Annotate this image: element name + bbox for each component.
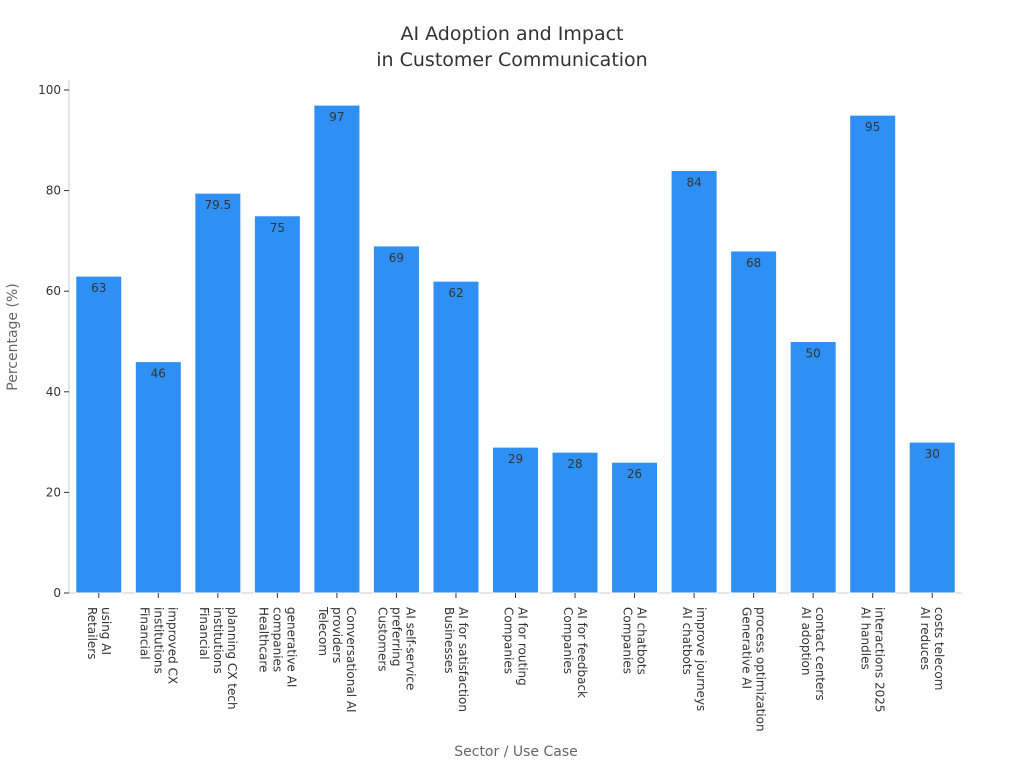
- x-category-label: Customers preferring AI self-service: [375, 607, 417, 690]
- bar-value-label: 69: [389, 251, 404, 265]
- x-category-label-line: AI chatbots: [635, 607, 649, 675]
- x-category-label-line: process optimization: [754, 607, 768, 732]
- x-category-label-line: AI chatbots: [680, 607, 694, 675]
- bar: [313, 104, 361, 594]
- y-tick-label: 80: [46, 184, 61, 198]
- y-tick-label: 20: [46, 485, 61, 499]
- bar: [75, 275, 123, 594]
- x-category-label-line: interactions 2025: [873, 607, 887, 713]
- x-category-label-line: preferring: [389, 607, 403, 667]
- y-tick-label: 0: [53, 586, 61, 600]
- bar: [849, 114, 897, 594]
- x-category-label-line: generative AI: [284, 607, 298, 687]
- x-category-label: Companies AI for feedback: [561, 607, 589, 698]
- bar: [432, 280, 480, 594]
- bar-value-label: 75: [270, 221, 285, 235]
- bar: [372, 245, 420, 594]
- bar-value-label: 50: [806, 347, 821, 361]
- bar-value-label: 63: [91, 281, 106, 295]
- x-category-label-line: AI for feedback: [575, 607, 589, 698]
- y-tick-label: 100: [38, 83, 61, 97]
- x-category-label-line: Customers: [375, 607, 389, 672]
- bar: [253, 215, 301, 594]
- x-category-label: Companies AI for routing: [502, 607, 530, 686]
- x-category-label-line: planning CX tech: [225, 607, 239, 710]
- x-category-label-line: providers: [330, 607, 344, 663]
- bar-value-label: 29: [508, 452, 523, 466]
- x-category-label-line: Financial: [137, 607, 151, 660]
- x-category-label: Telecom providers Conversational AI: [316, 606, 358, 713]
- x-category-label-line: AI adoption: [799, 607, 813, 675]
- x-category-label-line: AI reduces: [918, 607, 932, 670]
- x-category-label: AI chatbots improve journeys: [680, 607, 708, 711]
- x-category-label: AI adoption contact centers: [799, 607, 827, 701]
- x-category-label-line: Businesses: [442, 607, 456, 674]
- plot-area: 0 20 40 60 80 100 63 Retailers using AI 46 Financi…: [38, 80, 962, 732]
- x-category-label-line: Companies: [621, 607, 635, 674]
- x-axis-title: Sector / Use Case: [454, 744, 578, 760]
- x-category-label-line: Generative AI: [740, 607, 754, 689]
- bar-value-label: 26: [627, 467, 642, 481]
- x-category-label: Financial institutions planning CX tech: [197, 607, 239, 710]
- bar-value-label: 46: [151, 367, 166, 381]
- bar: [134, 361, 182, 594]
- chart-title-line-1: AI Adoption and Impact: [401, 23, 624, 45]
- bar: [908, 441, 956, 594]
- bar: [551, 451, 599, 594]
- x-category-label-line: improve journeys: [694, 607, 708, 711]
- y-tick-label: 40: [46, 385, 61, 399]
- y-tick-label: 60: [46, 284, 61, 298]
- bar: [194, 192, 242, 594]
- x-category-label-line: Telecom: [316, 606, 330, 656]
- bar: [670, 169, 718, 594]
- x-category-label: AI handles interactions 2025: [859, 607, 887, 713]
- bar: [492, 446, 539, 594]
- bar-value-label: 84: [686, 175, 701, 189]
- bar: [789, 341, 837, 594]
- bar: [611, 461, 659, 594]
- bar-value-label: 30: [925, 447, 940, 461]
- bar-value-label: 68: [746, 256, 761, 270]
- bar-value-label: 95: [865, 120, 880, 134]
- x-category-label-line: AI for satisfaction: [456, 607, 470, 712]
- x-category-label-line: improved CX: [165, 607, 179, 684]
- bar-value-label: 28: [567, 457, 582, 471]
- x-category-label-line: using AI: [99, 607, 113, 655]
- x-category-label: Financial institutions improved CX: [137, 607, 179, 684]
- x-category-label: Healthcare companies generative AI: [256, 607, 298, 687]
- x-category-label-line: AI handles: [859, 607, 873, 670]
- x-category-label: Companies AI chatbots: [621, 607, 649, 675]
- chart-title-line-2: in Customer Communication: [376, 49, 647, 71]
- x-category-label: Businesses AI for satisfaction: [442, 607, 470, 712]
- x-category-label-line: Retailers: [85, 607, 99, 659]
- x-category-label-line: companies: [270, 607, 284, 672]
- x-category-label: Generative AI process optimization: [740, 607, 768, 732]
- x-category-label-line: Healthcare: [256, 607, 270, 672]
- x-category-label-line: Companies: [561, 607, 575, 674]
- y-axis-title: Percentage (%): [5, 283, 21, 390]
- x-category-label: AI reduces costs telecom: [918, 607, 946, 690]
- bar: [730, 250, 778, 594]
- x-category-label-line: Conversational AI: [344, 607, 358, 713]
- x-category-label-line: Financial: [197, 607, 211, 660]
- x-category-label-line: Companies: [502, 607, 516, 674]
- bar-value-label: 79.5: [204, 198, 231, 212]
- bar-value-label: 97: [329, 110, 344, 124]
- bar-value-label: 62: [448, 286, 463, 300]
- x-category-label-line: institutions: [211, 607, 225, 674]
- x-category-label-line: costs telecom: [932, 607, 946, 690]
- x-category-label-line: AI for routing: [516, 607, 530, 686]
- x-category-label-line: institutions: [151, 607, 165, 674]
- x-category-label-line: AI self-service: [403, 607, 417, 690]
- x-category-label: Retailers using AI: [85, 607, 113, 659]
- x-category-label-line: contact centers: [813, 607, 827, 701]
